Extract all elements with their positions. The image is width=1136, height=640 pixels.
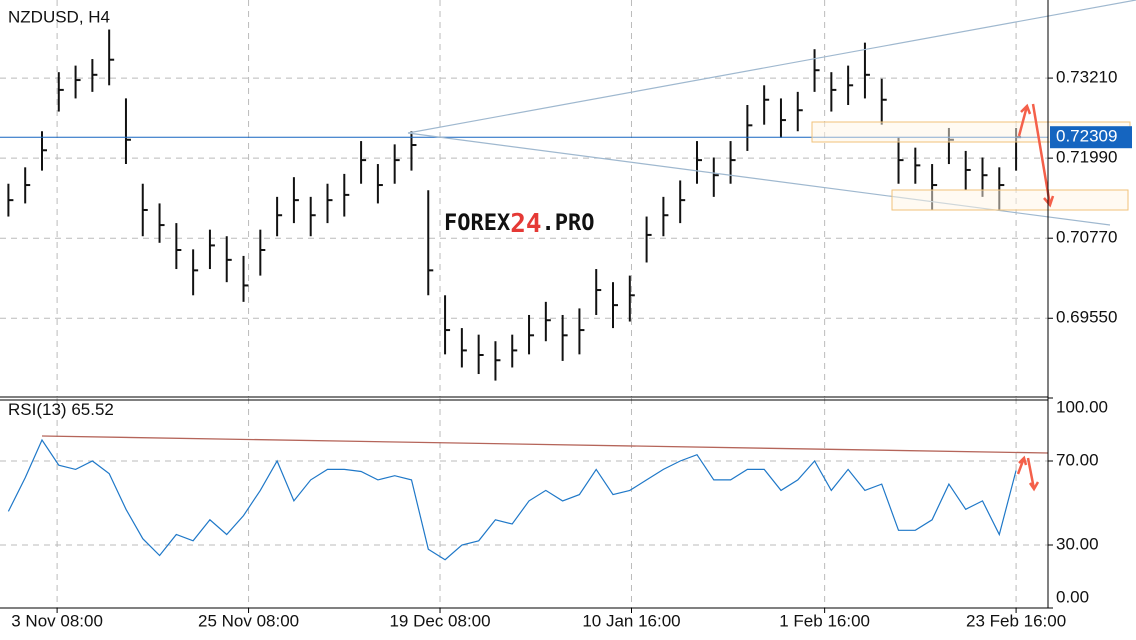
y-tick-label: 0.69550: [1056, 308, 1117, 327]
arrows: [1016, 103, 1055, 492]
arrow-up: [1017, 103, 1032, 137]
y-tick-label: 0.70770: [1056, 228, 1117, 247]
rsi-trend-line: [41, 435, 1049, 454]
indicator-value: 65.52: [71, 400, 114, 419]
last-price-label: 0.72309: [1056, 127, 1117, 146]
trend-line: [407, 0, 1136, 134]
x-tick-label: 23 Feb 16:00: [966, 611, 1066, 630]
chart-title: NZDUSD, H4: [8, 7, 110, 26]
watermark: FOREX24.PRO: [444, 209, 595, 239]
y-tick-label: 100.00: [1056, 397, 1108, 416]
x-tick-label: 19 Dec 08:00: [389, 611, 490, 630]
watermark-part: 24: [510, 209, 541, 239]
y-tick-label: 0.00: [1056, 587, 1089, 606]
y-tick-label: 0.73210: [1056, 68, 1117, 87]
x-tick-label: 3 Nov 08:00: [11, 611, 103, 630]
zone: [891, 189, 1129, 211]
y-tick-label: 70.00: [1056, 450, 1099, 469]
y-tick-label: 30.00: [1056, 534, 1099, 553]
x-tick-label: 1 Feb 16:00: [779, 611, 870, 630]
watermark-part: FOREX: [444, 211, 510, 236]
arrow-down: [1026, 457, 1040, 492]
arrow-up: [1016, 455, 1028, 475]
indicator-title: RSI(13) 65.52: [8, 400, 114, 419]
arrow-down: [1031, 103, 1055, 208]
rsi-line: [7, 438, 1017, 561]
last-price-box: [1050, 126, 1132, 149]
watermark-part: .PRO: [542, 211, 595, 236]
x-tick-label: 10 Jan 16:00: [582, 611, 680, 630]
y-tick-label: 0.71990: [1056, 148, 1117, 167]
x-tick-label: 25 Nov 08:00: [198, 611, 299, 630]
indicator-name: RSI(13): [8, 400, 67, 419]
